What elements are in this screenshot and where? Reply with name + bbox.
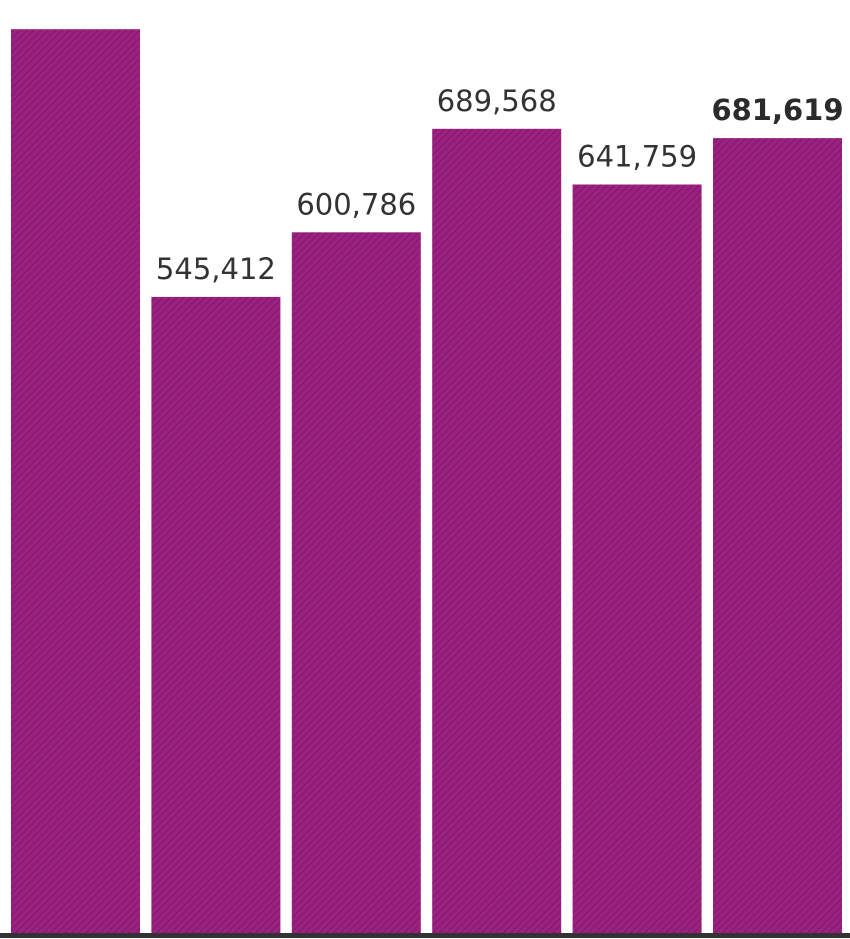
bar-1 [11, 29, 140, 933]
bar-4 [432, 128, 562, 934]
bar-3 [291, 232, 421, 934]
bar-value-label-2: 545,412 [156, 252, 276, 286]
bar-value-label-5: 641,759 [577, 140, 697, 174]
bar-value-label-3: 600,786 [296, 187, 416, 221]
bar-2 [151, 296, 281, 933]
bar-5 [572, 184, 702, 933]
bars-group [11, 29, 842, 934]
bar-value-label-4: 689,568 [437, 84, 557, 118]
data-labels-group: 545,412 600,786 689,568 641,759 681,619 [156, 84, 844, 286]
bar-6 [713, 138, 842, 934]
bar-value-label-6: 681,619 [711, 93, 843, 127]
